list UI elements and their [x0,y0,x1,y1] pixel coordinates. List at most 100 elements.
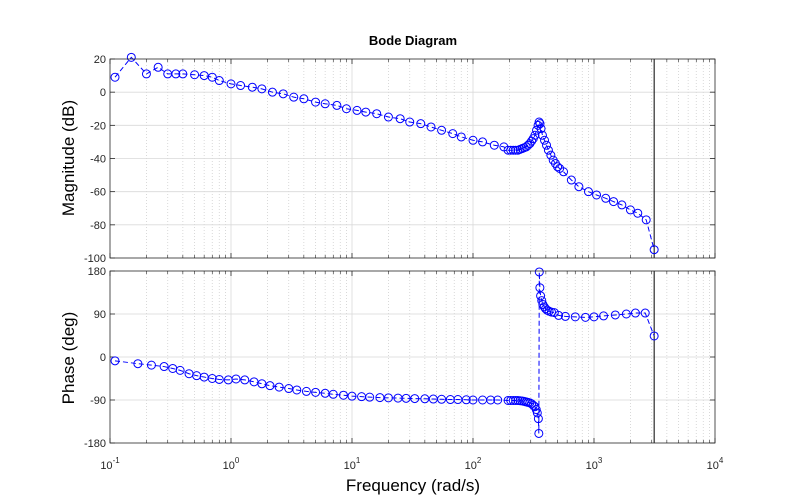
magnitude-data-point [542,140,552,150]
magnitude-y-tick-label: -80 [90,220,106,232]
phase-axis-label: Phase (deg) [59,312,78,405]
phase-data-point [375,393,385,403]
x-tick-base: 10 [100,460,112,472]
x-tick-exponent: 3 [598,456,603,465]
magnitude-data-point [332,100,342,110]
magnitude-y-tick-label: -60 [90,187,106,199]
magnitude-data-point [437,125,447,135]
x-tick-exponent: 2 [477,456,482,465]
phase-y-tick-label: 90 [94,309,106,321]
magnitude-data-point [426,122,436,132]
magnitude-data-point [625,205,635,215]
magnitude-data-point [511,145,521,155]
magnitude-data-point [546,150,556,160]
magnitude-data-point [153,62,163,72]
phase-data-point [570,312,580,322]
magnitude-data-point [535,119,545,129]
magnitude-data-point [478,137,488,147]
magnitude-data-point [574,182,584,192]
magnitude-data-point [178,69,188,79]
phase-axes-box [109,270,716,444]
x-tick-exponent: 0 [235,456,240,465]
phase-data-point [532,408,542,418]
magnitude-data-point [592,190,602,200]
x-tick-base: 10 [707,460,719,472]
phase-data-point [365,392,375,402]
x-tick-label: 103 [586,456,603,472]
x-tick-label: 10-1 [100,456,120,472]
magnitude-data-point [559,167,569,177]
x-tick-base: 10 [586,460,598,472]
phase-data-point [511,395,521,405]
x-tick-exponent: -1 [113,456,121,465]
magnitude-y-tick-label: -100 [84,253,106,265]
phase-data-point [410,394,420,404]
magnitude-data-point [141,69,151,79]
phase-data-point [554,310,564,320]
x-tick-label: 101 [344,456,361,472]
phase-data-point [621,309,631,319]
magnitude-data-point [641,215,651,225]
phase-y-tick-label: 180 [88,266,106,278]
magnitude-data-point [352,105,362,115]
phase-data-point [133,359,143,369]
magnitude-data-point [383,112,393,122]
phase-data-point [401,393,411,403]
magnitude-data-point [553,162,563,172]
phase-data-point [231,374,241,384]
phase-data-point [610,310,620,320]
phase-data-point [383,393,393,403]
magnitude-data-point [126,52,136,62]
phase-data-point [599,311,609,321]
phase-data-point [580,312,590,322]
phase-data-point [347,391,357,401]
magnitude-y-tick-label: -40 [90,154,106,166]
phase-data-point [292,385,302,395]
chart-title: Bode Diagram [369,33,457,48]
magnitude-data-point [456,132,466,142]
phase-y-tick-label: 0 [100,352,106,364]
phase-data-point [640,308,650,318]
phase-data-point [311,387,321,397]
magnitude-data-point [226,79,236,89]
magnitude-data-point [372,109,382,119]
phase-y-tick-label: -180 [84,438,106,450]
frequency-axis-label: Frequency (rad/s) [346,476,480,495]
magnitude-data-point [267,87,277,97]
magnitude-data-point [534,117,544,127]
magnitude-data-point [540,135,550,145]
phase-data-point [240,375,250,385]
x-tick-base: 10 [223,460,235,472]
magnitude-data-point [247,82,257,92]
phase-data-point [159,362,169,372]
magnitude-data-point [405,117,415,127]
phase-data-point [546,307,556,317]
magnitude-axes-box [109,58,716,259]
x-tick-exponent: 1 [356,456,361,465]
magnitude-data-point [278,89,288,99]
phase-data-point [207,374,217,383]
magnitude-data-point [257,84,267,94]
magnitude-data-point [289,92,299,102]
phase-data-point [146,360,156,370]
phase-data-point [301,386,311,396]
phase-data-point [649,331,659,341]
magnitude-y-tick-label: -20 [90,120,106,132]
magnitude-data-point [617,200,627,210]
magnitude-data-point [506,145,516,155]
phase-data-point [461,395,471,405]
phase-data-point [534,428,544,438]
x-tick-label: 100 [223,456,240,472]
magnitude-data-point [416,119,426,129]
phase-data-point [110,356,120,366]
phase-data-point [328,389,338,399]
magnitude-data-point [649,245,659,255]
x-tick-label: 102 [465,456,482,472]
phase-data-point [537,296,547,306]
x-tick-base: 10 [465,460,477,472]
phase-data-point [437,394,447,404]
magnitude-data-point [508,145,518,155]
phase-data-point [506,395,516,405]
magnitude-y-tick-label: 0 [100,87,106,99]
phase-data-point [175,365,185,375]
